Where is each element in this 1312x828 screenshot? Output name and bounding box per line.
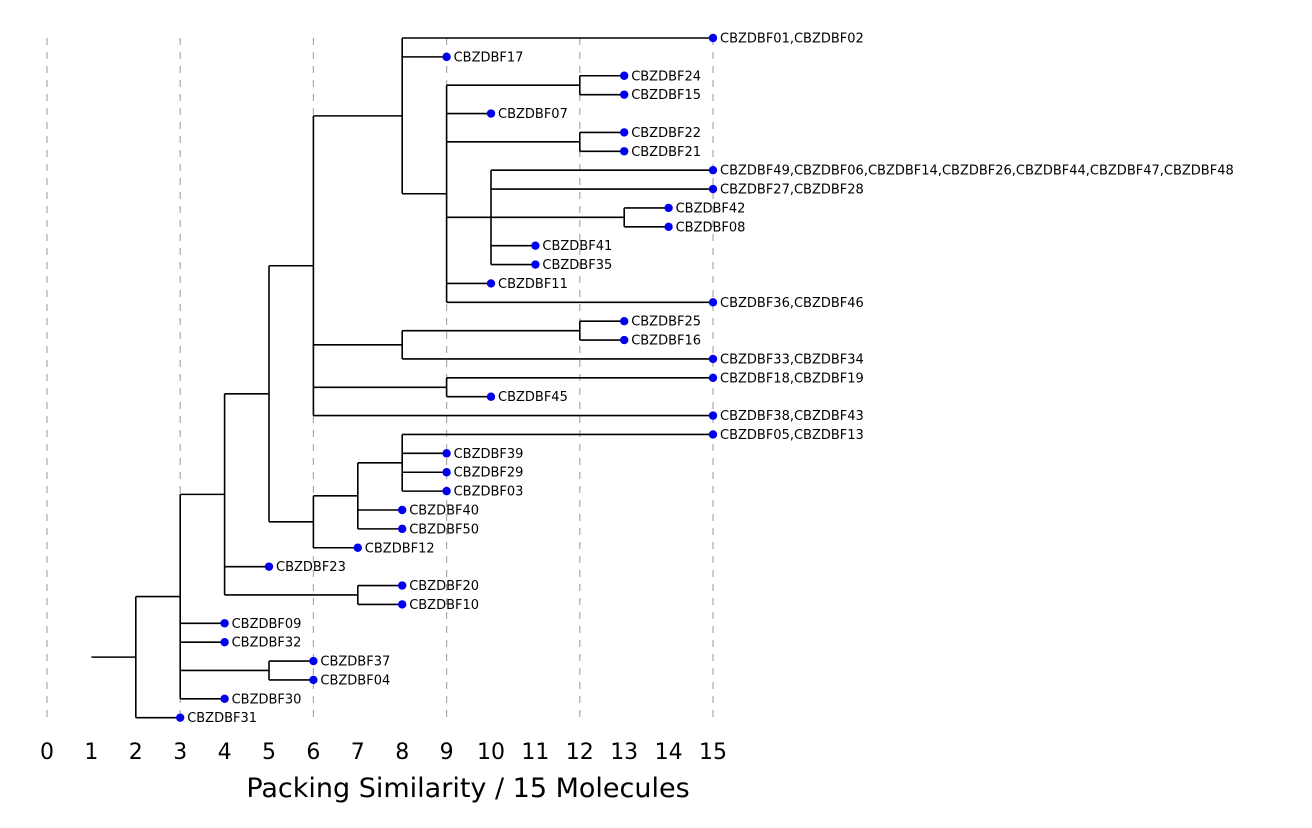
leaf-point — [486, 109, 496, 118]
leaf-label: CBZDBF16 — [631, 334, 701, 349]
leaf-point — [708, 184, 718, 194]
leaf-label: CBZDBF41 — [542, 239, 612, 254]
x-tick-label: 13 — [610, 740, 638, 765]
x-axis-ticks: 0 1 2 3 4 5 6 7 8 9 10 11 12 13 14 15 — [40, 740, 727, 765]
leaf-label: CBZDBF17 — [454, 50, 524, 65]
leaf-label: CBZDBF18,CBZDBF19 — [720, 371, 864, 386]
leaf-label: CBZDBF21 — [631, 145, 701, 160]
x-tick-label: 1 — [84, 740, 98, 765]
leaf-point — [708, 33, 718, 43]
leaf-point — [531, 241, 540, 250]
leaf-label: CBZDBF27,CBZDBF28 — [720, 183, 864, 198]
leaf-point — [708, 430, 718, 439]
leaf-label: CBZDBF37 — [320, 655, 390, 670]
leaf-label: CBZDBF39 — [454, 447, 524, 462]
x-tick-label: 5 — [262, 740, 276, 765]
leaf-point — [442, 449, 451, 458]
leaf-point — [398, 581, 407, 590]
leaf-label: CBZDBF01,CBZDBF02 — [720, 32, 864, 47]
x-tick-label: 14 — [655, 740, 683, 765]
leaf-point — [442, 486, 451, 496]
leaf-point — [620, 71, 629, 80]
leaf-label: CBZDBF42 — [676, 201, 746, 216]
leaf-point — [664, 203, 673, 213]
leaf-point — [620, 90, 629, 99]
leaf-point — [220, 619, 229, 628]
leaf-label: CBZDBF08 — [676, 220, 746, 235]
leaf-point — [620, 317, 629, 326]
leaf-point — [442, 468, 451, 477]
leaf-label: CBZDBF45 — [498, 390, 568, 405]
leaf-label: CBZDBF20 — [409, 579, 479, 594]
x-tick-label: 2 — [129, 740, 143, 765]
leaf-point — [486, 392, 496, 401]
branches — [91, 37, 713, 719]
leaf-label: CBZDBF35 — [542, 258, 612, 273]
x-tick-label: 0 — [40, 740, 54, 765]
leaf-point — [220, 694, 229, 703]
x-tick-label: 10 — [477, 740, 505, 765]
x-tick-label: 7 — [351, 740, 365, 765]
leaves: CBZDBF01,CBZDBF02 CBZDBF17 CBZDBF24 CBZDBF1… — [176, 32, 1234, 726]
x-tick-label: 4 — [218, 740, 232, 765]
leaf-label: CBZDBF38,CBZDBF43 — [720, 409, 864, 424]
leaf-point — [398, 600, 407, 609]
x-tick-label: 3 — [173, 740, 187, 765]
leaf-label: CBZDBF25 — [631, 315, 701, 330]
leaf-label: CBZDBF32 — [232, 636, 302, 651]
x-tick-label: 9 — [440, 740, 454, 765]
leaf-label: CBZDBF30 — [232, 692, 302, 707]
x-tick-label: 15 — [699, 740, 727, 765]
leaf-point — [708, 165, 718, 175]
leaf-label: CBZDBF15 — [631, 88, 701, 103]
leaf-point — [486, 279, 496, 288]
leaf-label: CBZDBF22 — [631, 126, 701, 141]
leaf-point — [620, 128, 629, 137]
leaf-point — [220, 637, 229, 647]
leaf-label: CBZDBF12 — [365, 541, 435, 556]
leaf-point — [309, 675, 318, 685]
leaf-point — [398, 505, 407, 515]
leaf-point — [398, 524, 407, 534]
leaf-label: CBZDBF36,CBZDBF46 — [720, 296, 864, 311]
leaf-point — [620, 335, 629, 345]
x-axis-title: Packing Similarity / 15 Molecules — [246, 773, 689, 804]
leaf-point — [353, 543, 362, 552]
leaf-label: CBZDBF07 — [498, 107, 568, 122]
leaf-label: CBZDBF09 — [232, 617, 302, 632]
leaf-label: CBZDBF29 — [454, 466, 524, 481]
x-tick-label: 8 — [395, 740, 409, 765]
leaf-label: CBZDBF23 — [276, 560, 346, 575]
leaf-point — [442, 52, 451, 62]
leaf-label: CBZDBF11 — [498, 277, 568, 292]
leaf-label: CBZDBF04 — [320, 673, 390, 688]
leaf-label: CBZDBF49,CBZDBF06,CBZDBF14,CBZDBF26,CBZD… — [720, 164, 1234, 179]
x-tick-label: 12 — [566, 740, 594, 765]
leaf-label: CBZDBF05,CBZDBF13 — [720, 428, 864, 443]
leaf-point — [708, 354, 718, 364]
leaf-label: CBZDBF50 — [409, 522, 479, 537]
leaf-point — [708, 411, 718, 420]
leaf-point — [664, 222, 673, 231]
leaf-label: CBZDBF10 — [409, 598, 479, 613]
leaf-point — [309, 656, 318, 666]
x-tick-label: 6 — [306, 740, 320, 765]
leaf-point — [176, 713, 185, 722]
leaf-label: CBZDBF31 — [187, 711, 257, 726]
leaf-point — [620, 147, 629, 156]
leaf-label: CBZDBF33,CBZDBF34 — [720, 352, 864, 367]
leaf-point — [708, 298, 718, 307]
x-tick-label: 11 — [521, 740, 549, 765]
leaf-label: CBZDBF24 — [631, 69, 701, 84]
leaf-point — [531, 260, 540, 269]
leaf-label: CBZDBF40 — [409, 504, 479, 519]
leaf-point — [264, 562, 274, 571]
leaf-label: CBZDBF03 — [454, 485, 524, 500]
leaf-point — [708, 373, 718, 383]
